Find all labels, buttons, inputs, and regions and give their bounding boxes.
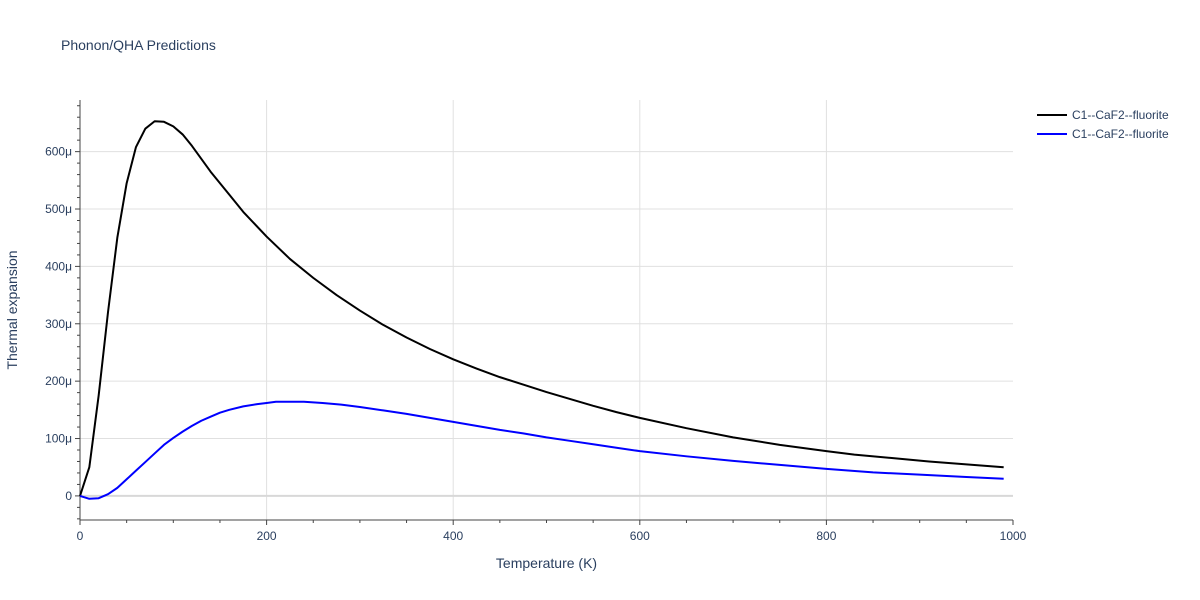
x-axis-label: Temperature (K) [496,555,597,571]
y-tick-label: 500μ [45,202,72,216]
x-tick-label: 1000 [1000,529,1027,543]
legend-label: C1--CaF2--fluorite [1072,127,1169,141]
axis-layer: 0 200 400 600 800 1000 0 100μ 200μ 300μ 400μ 500μ 60… [45,100,1027,543]
x-tick-label: 0 [77,529,84,543]
x-tick-label: 600 [630,529,650,543]
legend-item-2[interactable]: C1--CaF2--fluorite [1037,127,1169,141]
grid-layer [80,100,1013,520]
x-tick-label: 200 [257,529,277,543]
series-line-1 [79,120,1004,497]
legend-item-1[interactable]: C1--CaF2--fluorite [1037,108,1169,122]
x-tick-label: 400 [443,529,463,543]
legend-label: C1--CaF2--fluorite [1072,108,1169,122]
series-layer [79,120,1004,500]
y-tick-label: 300μ [45,317,72,331]
series-line-2 [79,400,1004,500]
y-tick-label: 0 [65,489,72,503]
y-tick-label: 200μ [45,374,72,388]
y-tick-label: 400μ [45,259,72,273]
x-tick-label: 800 [816,529,836,543]
legend[interactable]: C1--CaF2--fluorite C1--CaF2--fluorite [1037,108,1169,141]
y-axis-label: Thermal expansion [4,250,20,369]
y-tick-label: 100μ [45,432,72,446]
y-tick-label: 600μ [45,145,72,159]
chart-title: Phonon/QHA Predictions [61,37,216,53]
